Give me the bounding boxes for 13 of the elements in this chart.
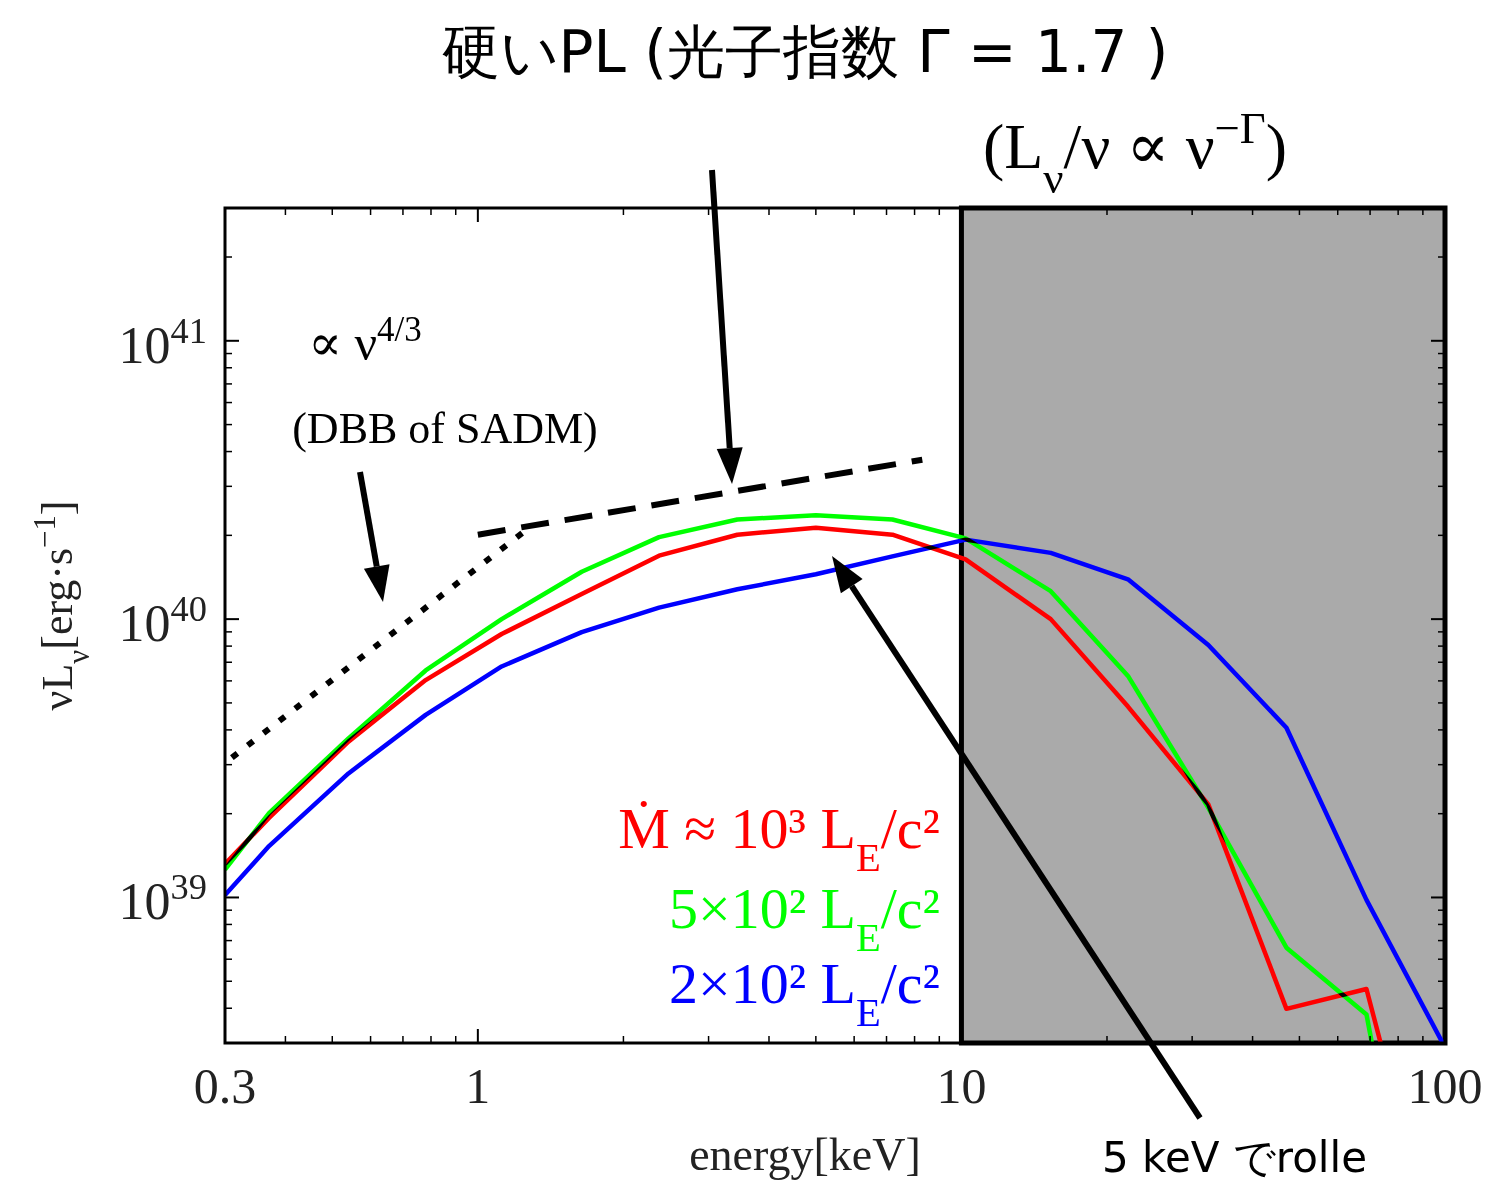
xtick: 1 — [465, 1058, 491, 1114]
xtick: 10 — [936, 1058, 987, 1114]
xtick: 0.3 — [193, 1058, 257, 1114]
annotation: 硬いPL (光子指数 Γ = 1.7 ) — [441, 18, 1169, 86]
xlabel: energy[keV] — [689, 1129, 921, 1180]
ytick: 10$^{41}$ — [118, 310, 207, 374]
ytick: 10$^{40}$ — [118, 589, 207, 653]
annotation: ∝ ν$^{4/3}$ — [308, 309, 422, 371]
annotation: 5 keV でrolle — [1102, 1133, 1368, 1182]
ytick: 10$^{39}$ — [118, 867, 207, 931]
annotation: (DBB of SADM) — [292, 404, 598, 453]
xtick: 100 — [1407, 1058, 1483, 1114]
annotation: (L$_{ν}$/ν ∝ ν$^{−Γ}$) — [982, 103, 1288, 203]
